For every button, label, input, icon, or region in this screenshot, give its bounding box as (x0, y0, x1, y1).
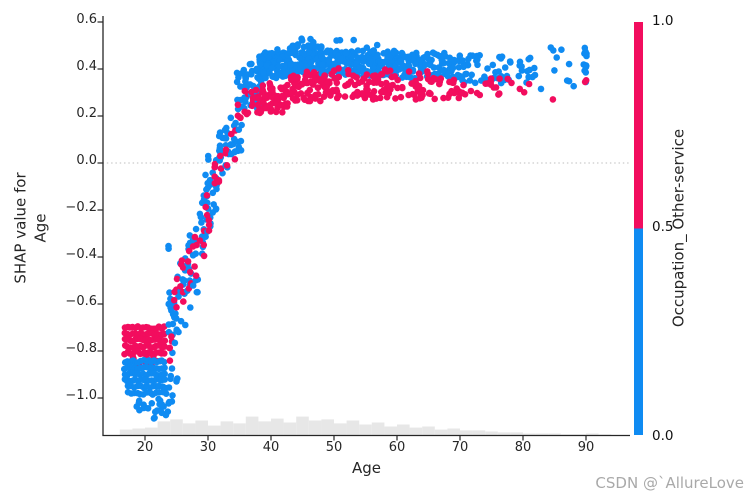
x-tick-label: 70 (451, 440, 469, 455)
colorbar-tick-label: 1.0 (652, 13, 674, 29)
x-tick-label: 90 (577, 440, 595, 455)
y-tick-label: −0.8 (65, 341, 97, 356)
x-tick-label: 50 (325, 440, 343, 455)
y-tick-label: 0.6 (76, 12, 97, 27)
x-axis-label: Age (351, 459, 381, 477)
y-tick-label: 0.0 (76, 153, 97, 168)
y-tick-label: 0.2 (76, 106, 97, 121)
x-tick-label: 80 (514, 440, 532, 455)
x-tick-label: 20 (136, 440, 154, 455)
colorbar-tick-label: 0.0 (652, 428, 674, 444)
colorbar-tick-label: 0.5 (652, 219, 674, 235)
y-tick-label: −0.6 (65, 294, 97, 309)
y-tick-label: 0.4 (76, 59, 97, 74)
x-tick-label: 30 (199, 440, 217, 455)
y-tick-label: −0.2 (65, 200, 97, 215)
x-tick-label: 40 (262, 440, 280, 455)
y-tick-label: −0.4 (65, 247, 97, 262)
watermark: CSDN @`AllureLove (595, 474, 744, 492)
x-tick-label: 60 (388, 440, 406, 455)
y-tick-label: −1.0 (65, 388, 97, 403)
